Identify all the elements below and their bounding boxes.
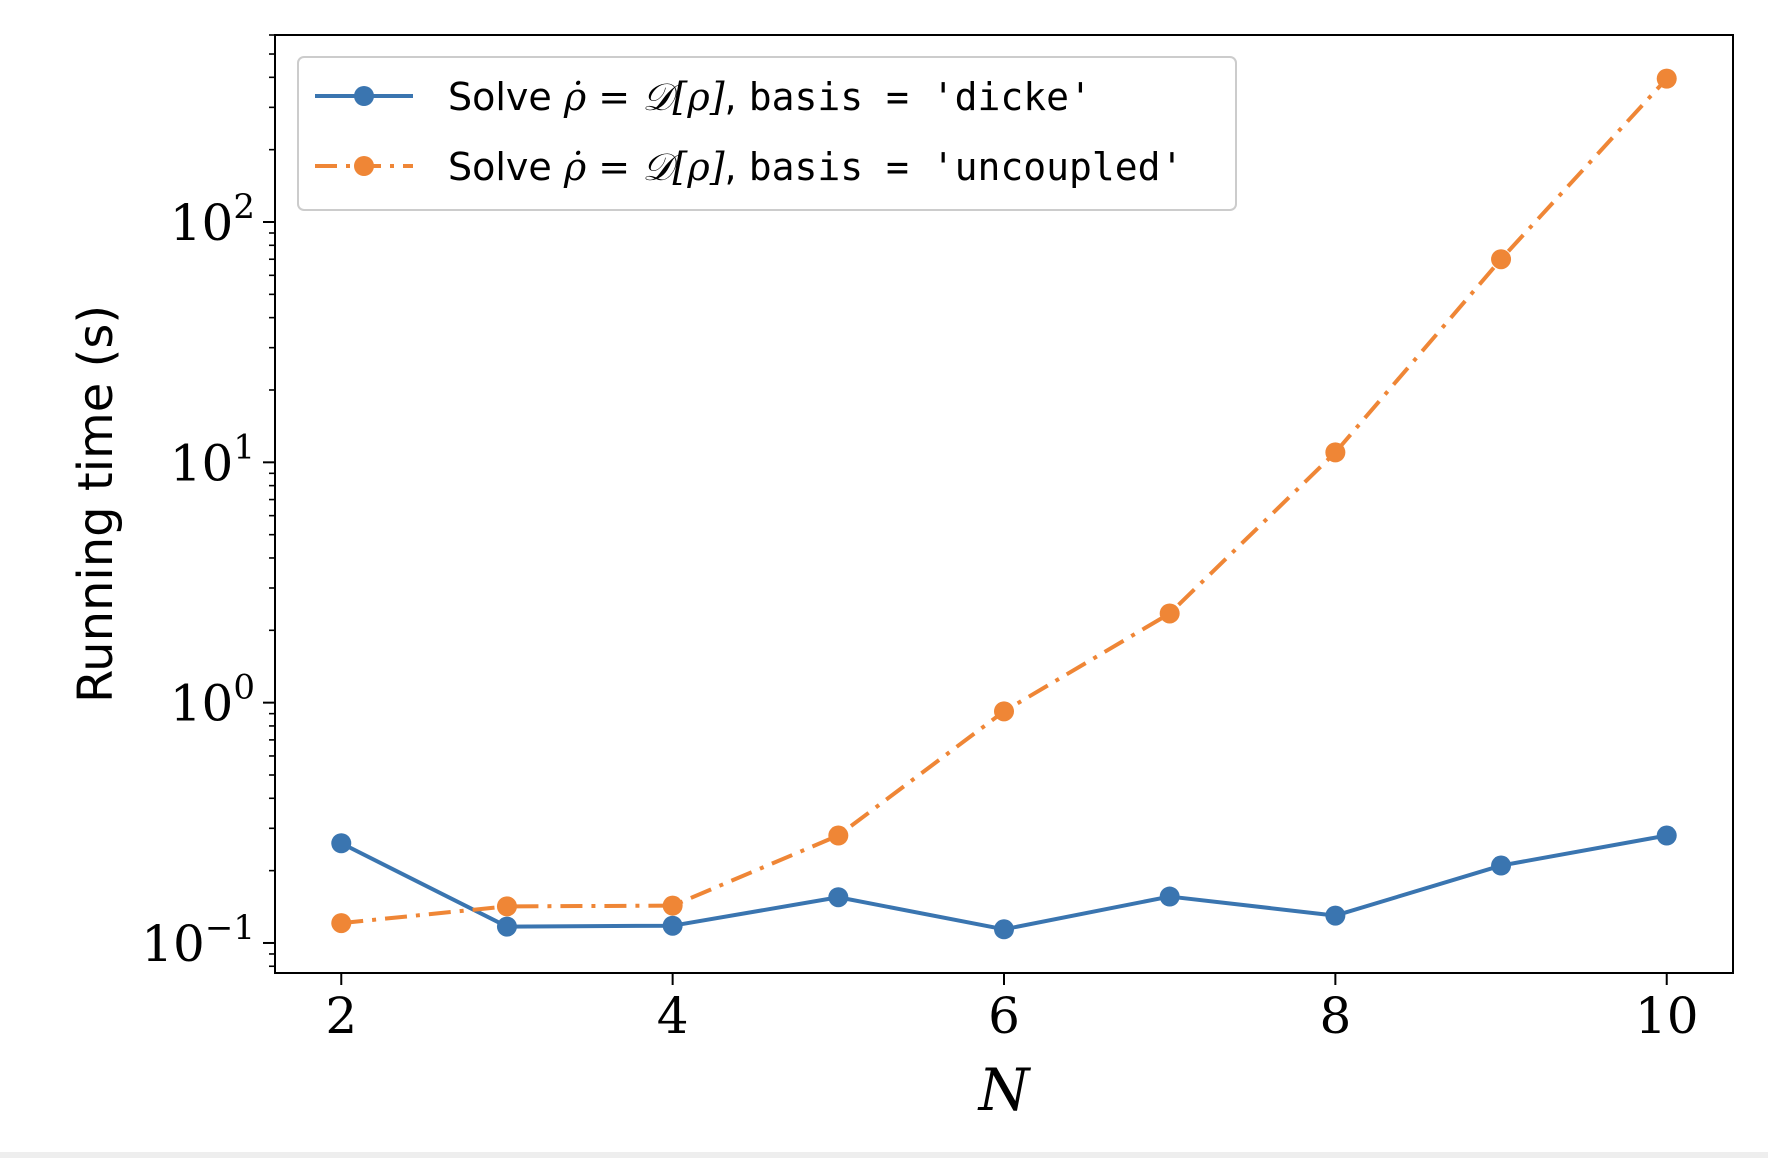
y-tick-label: 101: [170, 427, 255, 492]
x-tick-label: 8: [1319, 987, 1351, 1045]
data-point: [662, 895, 683, 916]
data-point: [496, 896, 517, 917]
x-axis-label: N: [977, 1056, 1032, 1124]
data-point: [994, 919, 1014, 940]
legend-entry: Solve ρ̇ = 𝒟[ρ], basis = 'dicke': [315, 75, 1092, 119]
x-tick-label: 2: [325, 987, 357, 1045]
x-tick-label: 6: [988, 987, 1020, 1045]
legend-marker: [354, 86, 374, 106]
legend-label: Solve ρ̇ = 𝒟[ρ], basis = 'dicke': [448, 75, 1092, 119]
y-tick-label: 100: [170, 668, 255, 733]
data-point: [1491, 855, 1512, 876]
y-axis-label: Running time (s): [68, 305, 124, 703]
data-point: [496, 916, 517, 937]
legend: Solve ρ̇ = 𝒟[ρ], basis = 'dicke' Solve ρ̇…: [297, 56, 1237, 211]
series-layer: [331, 68, 1677, 940]
bottom-strip: [0, 1152, 1768, 1158]
x-tick-label: 4: [657, 987, 689, 1045]
data-point: [1325, 905, 1346, 926]
legend-marker: [354, 156, 374, 176]
data-point: [662, 915, 683, 936]
legend-entry: Solve ρ̇ = 𝒟[ρ], basis = 'uncoupled': [315, 145, 1183, 189]
data-point: [331, 833, 352, 854]
data-point: [828, 825, 849, 846]
y-tick-label: 102: [170, 187, 255, 252]
data-point: [1656, 68, 1677, 89]
data-point: [1491, 249, 1512, 270]
x-tick-label: 10: [1635, 987, 1699, 1045]
plot-frame: [274, 34, 1734, 974]
series-line: [340, 833, 1668, 932]
legend-label: Solve ρ̇ = 𝒟[ρ], basis = 'uncoupled': [448, 145, 1183, 189]
y-tick-label: 10−1: [141, 908, 255, 973]
data-point: [331, 913, 352, 934]
data-point: [994, 701, 1014, 722]
data-point: [1656, 825, 1677, 846]
series-1: [331, 825, 1677, 940]
data-point: [1159, 603, 1180, 624]
tick-labels: 10−1 100 101 102 2 4 6 8 10: [141, 187, 1698, 1045]
data-point: [828, 887, 849, 908]
series-2: [331, 68, 1677, 934]
legend-box: [297, 56, 1237, 211]
data-point: [1159, 886, 1180, 907]
major-ticks: [263, 221, 1668, 985]
data-point: [1325, 442, 1346, 463]
